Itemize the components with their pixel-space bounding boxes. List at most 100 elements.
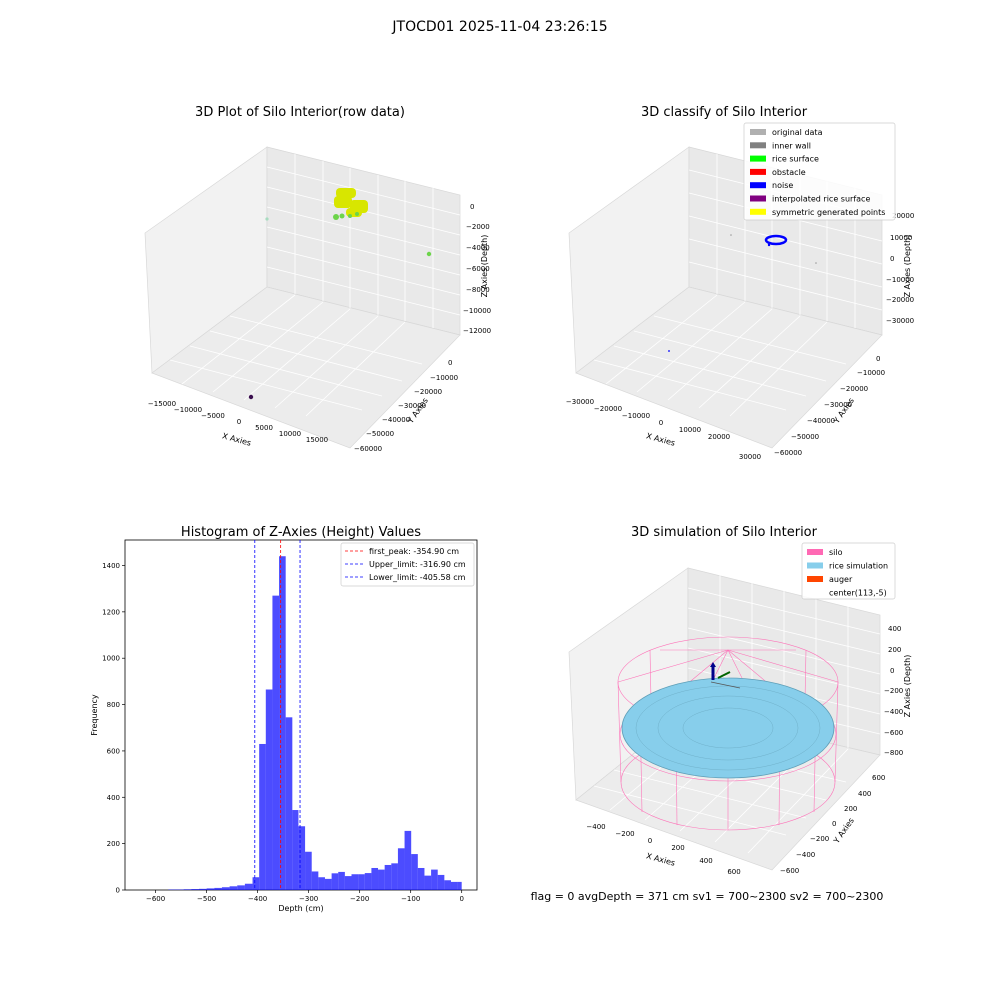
classify-ztick: 0: [890, 255, 894, 263]
simulation-legend-swatch-0: [807, 549, 823, 555]
raw-xtick: 0: [237, 418, 241, 426]
classify-xtick: −10000: [622, 412, 650, 420]
simulation-axis-ticks: −400 −200 0 200 400 600 X Axies 600 400 …: [586, 625, 912, 876]
classify-legend-swatch-2: [750, 155, 766, 162]
classify-xtick: −30000: [566, 398, 594, 406]
histogram-bar-4: [198, 888, 207, 890]
histogram-y-ticks: 0 200 400 600 800 1000 1200 1400: [102, 562, 125, 895]
classify-legend-label-1: inner wall: [772, 141, 811, 150]
raw-ytick: 0: [448, 359, 452, 367]
histogram-xtick-label-0: −600: [146, 895, 165, 903]
sim-ytick: −400: [796, 851, 815, 859]
sim-ztick: 200: [888, 646, 901, 654]
histogram-xtick-label-5: −100: [401, 895, 420, 903]
histogram-bar-13: [265, 689, 273, 890]
panel-histogram: Histogram of Z-Axies (Height) Values −60…: [90, 525, 478, 913]
raw-ytick: −30000: [398, 402, 426, 410]
panel-raw-title: 3D Plot of Silo Interior(row data): [195, 105, 405, 120]
histogram-bar-41: [450, 881, 458, 890]
classify-legend-swatch-1: [750, 142, 766, 149]
simulation-legend-label-0: silo: [829, 548, 843, 557]
histogram-bar-14: [272, 595, 280, 890]
histogram-bar-24: [338, 871, 345, 890]
sim-xtick: 200: [671, 844, 684, 852]
rice-surface: [621, 677, 835, 779]
simulation-legend-swatch-1: [807, 562, 823, 569]
histogram-xtick-label-3: −300: [299, 895, 318, 903]
histogram-bar-27: [358, 874, 365, 890]
raw-ytick: −60000: [354, 445, 382, 453]
classify-ztick: −20000: [886, 296, 914, 304]
classify-legend: original data inner wall rice surface obsta…: [743, 122, 896, 221]
classify-legend-swatch-5: [750, 195, 766, 202]
histogram-legend-label-1: Upper_limit: -316.90 cm: [369, 560, 466, 569]
raw-zlabel: Z Axies (Depth): [480, 235, 489, 298]
panel-classify-title: 3D classify of Silo Interior: [641, 105, 808, 120]
sim-ytick: −600: [780, 867, 799, 875]
histogram-bar-7: [221, 887, 230, 890]
histogram-x-ticks: −600 −500 −400 −300 −200 −100 0: [146, 890, 464, 903]
raw-ztick: −10000: [463, 307, 491, 315]
histogram-bar-40: [444, 880, 451, 890]
classify-legend-label-0: original data: [772, 128, 823, 137]
sim-xtick: 0: [648, 837, 652, 845]
raw-ztick: 0: [470, 203, 474, 211]
raw-ytick: −10000: [430, 374, 458, 382]
histogram-bar-12: [259, 743, 266, 890]
histogram-bar-28: [364, 873, 372, 890]
histogram-ytick-label-4: 800: [107, 701, 120, 709]
sim-ztick: −200: [884, 687, 903, 695]
raw-xtick: 10000: [279, 430, 301, 438]
histogram-bar-22: [324, 878, 332, 890]
histogram-bar-10: [244, 883, 253, 890]
histogram-bar-2: [183, 889, 192, 890]
sim-xtick: 600: [727, 868, 740, 876]
histogram-reference-lines: [254, 540, 301, 890]
histogram-xtick-label-2: −400: [248, 895, 267, 903]
sim-ytick: 400: [858, 790, 871, 798]
histogram-bar-37: [424, 875, 432, 890]
histogram-bar-5: [206, 888, 215, 890]
raw-ylabel: Y Axies: [405, 396, 430, 426]
sim-ytick: 200: [844, 805, 857, 813]
histogram-legend-label-2: Lower_limit: -405.58 cm: [369, 573, 466, 582]
classify-xtick: −20000: [594, 405, 622, 413]
raw-ztick: −12000: [463, 327, 491, 335]
histogram-ylabel: Frequency: [90, 694, 99, 736]
sim-ztick: −400: [884, 708, 903, 716]
histogram-bar-19: [305, 851, 312, 890]
raw-ytick: −20000: [414, 388, 442, 396]
histogram-bar-16: [285, 717, 293, 890]
histogram-bar-34: [404, 830, 412, 890]
classify-zlabel: Z Axies (Depth): [903, 235, 912, 298]
histogram-bar-38: [431, 869, 438, 890]
histogram-bar-29: [371, 867, 379, 890]
classify-legend-label-4: noise: [772, 181, 793, 190]
histogram-ytick-label-2: 400: [107, 794, 120, 802]
raw-ztick: −2000: [466, 223, 490, 231]
histogram-bar-36: [417, 867, 425, 890]
classify-ytick: −10000: [857, 369, 885, 377]
sim-xtick: 400: [699, 857, 712, 865]
histogram-bar-23: [331, 873, 339, 890]
histogram-xlabel: Depth (cm): [278, 904, 323, 913]
histogram-bar-26: [351, 874, 359, 890]
classify-ytick: −60000: [774, 449, 802, 457]
histogram-bar-3: [191, 889, 199, 890]
histogram-ytick-label-6: 1200: [102, 608, 120, 616]
raw-xtick: −5000: [201, 412, 225, 420]
histogram-legend-label-0: first_peak: -354.90 cm: [369, 547, 459, 556]
classify-xtick: 0: [659, 419, 663, 427]
classify-xtick: 30000: [739, 453, 761, 461]
histogram-bar-17: [292, 810, 299, 890]
sim-ytick: 600: [872, 774, 885, 782]
histogram-bar-15: [279, 556, 286, 890]
histogram-ytick-label-7: 1400: [102, 562, 120, 570]
histogram-bar-6: [214, 887, 222, 890]
histogram-legend: first_peak: -354.90 cm Upper_limit: -316.…: [340, 542, 475, 587]
simulation-legend-label-2: auger: [829, 575, 853, 584]
histogram-xtick-label-1: −500: [197, 895, 216, 903]
panel-raw-3d: 3D Plot of Silo Interior(row data): [144, 105, 491, 453]
histogram-xtick-label-6: 0: [459, 895, 463, 903]
histogram-bar-21: [318, 877, 325, 890]
